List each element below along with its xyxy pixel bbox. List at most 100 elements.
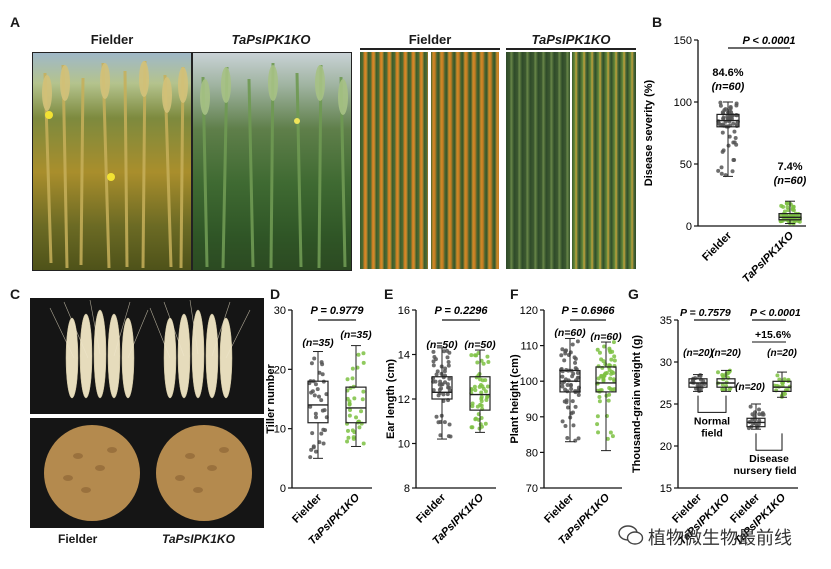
x-category-label: Fielder	[290, 491, 324, 525]
data-point	[560, 384, 565, 389]
panel-letter-g: G	[628, 286, 639, 302]
data-point	[786, 208, 791, 213]
data-point	[775, 373, 780, 378]
panel-a-header-fielder-leaf: Fielder	[408, 32, 452, 47]
photo-fielder-leaf-1	[360, 52, 428, 269]
data-point	[438, 433, 443, 438]
wechat-icon	[618, 524, 644, 546]
data-point	[575, 371, 580, 376]
data-point	[479, 396, 484, 401]
data-point	[562, 358, 567, 363]
data-point	[728, 115, 733, 120]
y-tick-label: 100	[674, 97, 692, 109]
data-point	[608, 376, 613, 381]
y-tick-label: 12	[398, 394, 410, 406]
data-point	[731, 121, 736, 126]
data-point	[732, 129, 737, 134]
data-point	[612, 358, 617, 363]
data-point	[445, 355, 450, 360]
data-point	[728, 104, 733, 109]
data-point	[479, 358, 484, 363]
data-point	[571, 423, 576, 428]
y-tick-label: 150	[674, 35, 692, 47]
data-point	[564, 398, 569, 403]
x-category-label: Fielder	[542, 491, 576, 525]
data-point	[573, 404, 578, 409]
data-point	[361, 360, 366, 365]
data-point	[445, 392, 450, 397]
n-label: (n=50)	[464, 339, 496, 351]
data-point	[309, 390, 314, 395]
data-point	[795, 212, 800, 217]
data-point	[361, 351, 366, 356]
y-tick-label: 10	[274, 424, 286, 436]
panel-a-header-ko-leaf: TaPsIPK1KO	[531, 32, 611, 47]
data-point	[782, 391, 787, 396]
ko-field-wheat-illustration	[200, 62, 348, 269]
data-point	[474, 375, 479, 380]
data-point	[777, 377, 782, 382]
data-point	[597, 399, 602, 404]
y-tick-label: 50	[680, 159, 692, 171]
y-axis-label: Disease severity (%)	[643, 79, 655, 186]
annotation-n: (n=60)	[712, 81, 745, 93]
data-point	[470, 425, 475, 430]
data-point	[323, 428, 328, 433]
panel-c-label-fielder: Fielder	[58, 532, 98, 546]
data-point	[756, 422, 761, 427]
data-point	[573, 360, 578, 365]
y-tick-label: 120	[520, 305, 538, 317]
data-point	[314, 415, 319, 420]
data-point	[350, 376, 355, 381]
n-label: (n=50)	[426, 339, 458, 351]
data-point	[757, 407, 762, 412]
data-point	[721, 115, 726, 120]
data-point	[446, 363, 451, 368]
data-point	[576, 436, 581, 441]
y-tick-label: 20	[274, 364, 286, 376]
data-point	[479, 416, 484, 421]
y-tick-label: 70	[526, 483, 538, 495]
y-tick-label: 30	[660, 357, 672, 369]
data-point	[573, 356, 578, 361]
data-point	[473, 416, 478, 421]
data-point	[485, 384, 490, 389]
percent-change-label: +15.6%	[755, 329, 792, 341]
data-point	[606, 398, 611, 403]
data-point	[570, 342, 575, 347]
data-point	[312, 356, 317, 361]
data-point	[784, 201, 789, 206]
data-point	[479, 390, 484, 395]
data-point	[570, 399, 575, 404]
data-point	[313, 449, 318, 454]
data-point	[597, 395, 602, 400]
data-point	[570, 374, 575, 379]
data-point	[472, 384, 477, 389]
data-point	[716, 370, 721, 375]
data-point	[431, 388, 436, 393]
wheat-ears-illustration	[49, 299, 251, 399]
n-label: (n=20)	[683, 348, 713, 359]
header-underline-fielder-leaf	[360, 48, 500, 50]
panel-a-header-ko-field: TaPsIPK1KO	[231, 32, 311, 47]
data-point	[605, 436, 610, 441]
panel-letter-d: D	[270, 286, 281, 302]
y-tick-label: 16	[398, 305, 410, 317]
p-value-label: P = 0.9779	[310, 305, 364, 317]
data-point	[608, 430, 613, 435]
data-point	[560, 419, 565, 424]
data-point	[309, 361, 314, 366]
data-point	[447, 385, 452, 390]
data-point	[313, 382, 318, 387]
data-point	[315, 387, 320, 392]
y-tick-label: 15	[660, 483, 672, 495]
data-point	[469, 353, 474, 358]
data-point	[730, 169, 735, 174]
y-axis-label: Ear length (cm)	[385, 359, 397, 439]
p-value-label: P < 0.0001	[742, 35, 795, 47]
data-point	[486, 360, 491, 365]
data-point	[595, 414, 600, 419]
